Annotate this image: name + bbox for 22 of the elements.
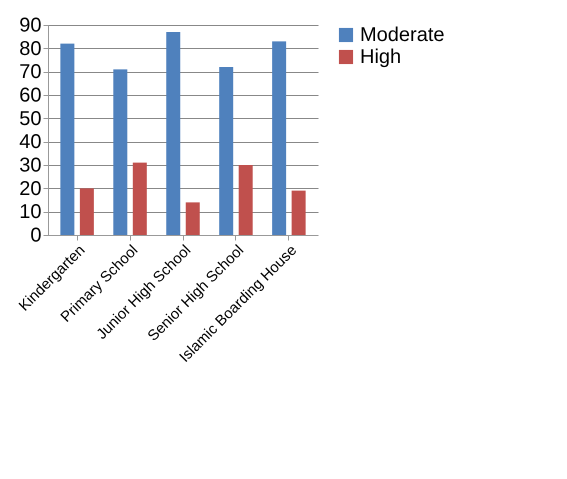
bar [219,67,234,235]
bar [292,190,306,235]
y-tick-label: 90 [19,14,42,36]
bar [186,202,200,235]
y-tick-label: 50 [19,108,42,130]
bar [132,162,147,235]
y-tick-label: 60 [19,84,42,106]
bar [238,165,253,235]
bar [60,44,74,235]
y-tick-label: 70 [19,61,42,84]
y-tick-label: 30 [19,154,42,176]
bar [272,41,286,235]
bar [113,69,128,235]
y-tick-label: 10 [19,201,42,224]
bar [166,32,180,235]
legend-label: Moderate [360,24,444,46]
y-tick-label: 40 [19,131,42,154]
legend-label: High [360,46,402,68]
bar [80,188,94,235]
y-tick-label: 0 [30,224,42,246]
y-tick-label: 80 [19,38,42,60]
y-tick-label: 20 [19,178,42,200]
